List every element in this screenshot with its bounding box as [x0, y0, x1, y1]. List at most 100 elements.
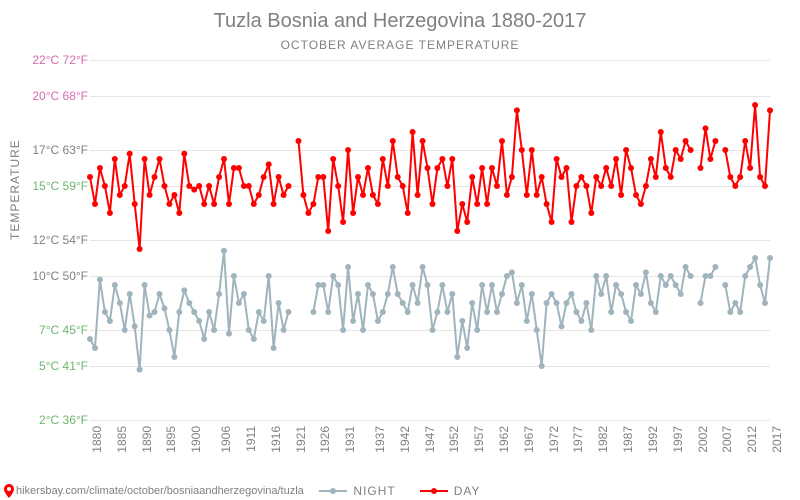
x-tick-label: 2017 [770, 426, 784, 453]
day-marker [112, 156, 118, 162]
legend-label: NIGHT [353, 484, 395, 498]
night-marker [638, 291, 644, 297]
x-tick-label: 1890 [140, 426, 154, 453]
night-marker [752, 255, 758, 261]
night-marker [434, 309, 440, 315]
night-marker [405, 309, 411, 315]
day-marker [345, 147, 351, 153]
night-marker [628, 318, 634, 324]
day-marker [469, 174, 475, 180]
night-marker [157, 291, 163, 297]
day-marker [643, 183, 649, 189]
day-marker [147, 192, 153, 198]
day-marker [325, 228, 331, 234]
day-marker [727, 174, 733, 180]
day-marker [588, 210, 594, 216]
x-tick-label: 1880 [90, 426, 104, 453]
day-marker [251, 201, 257, 207]
y-tick-label: 10°C 50°F [10, 270, 88, 282]
day-marker [142, 156, 148, 162]
night-marker [395, 291, 401, 297]
day-marker [737, 174, 743, 180]
day-marker [430, 201, 436, 207]
night-marker [350, 318, 356, 324]
night-marker [117, 300, 123, 306]
day-marker [276, 174, 282, 180]
chart-lines [90, 60, 770, 420]
x-tick-label: 1987 [621, 426, 635, 453]
day-marker [618, 192, 624, 198]
day-marker [122, 183, 128, 189]
day-marker [544, 201, 550, 207]
night-line [701, 267, 716, 303]
day-marker [266, 161, 272, 167]
night-marker [663, 282, 669, 288]
legend-item: NIGHT [319, 484, 395, 498]
y-tick-label: 7°C 45°F [10, 324, 88, 336]
gridline [90, 420, 770, 421]
day-marker [370, 192, 376, 198]
night-marker [593, 273, 599, 279]
night-marker [236, 300, 242, 306]
night-marker [201, 336, 207, 342]
night-marker [166, 327, 172, 333]
day-marker [415, 192, 421, 198]
night-marker [539, 363, 545, 369]
night-marker [385, 291, 391, 297]
night-marker [529, 291, 535, 297]
night-marker [360, 327, 366, 333]
x-tick-label: 1916 [269, 426, 283, 453]
day-line [701, 128, 716, 168]
day-marker [296, 138, 302, 144]
day-line [90, 154, 289, 249]
day-marker [573, 183, 579, 189]
night-marker [420, 264, 426, 270]
night-marker [266, 273, 272, 279]
night-marker [335, 282, 341, 288]
night-marker [147, 313, 153, 319]
x-tick-label: 1962 [497, 426, 511, 453]
day-marker [479, 165, 485, 171]
day-marker [534, 192, 540, 198]
x-tick-label: 1911 [244, 426, 258, 452]
day-marker [340, 219, 346, 225]
day-marker [653, 174, 659, 180]
night-marker [246, 327, 252, 333]
day-marker [162, 183, 168, 189]
night-marker [588, 327, 594, 333]
night-marker [92, 345, 98, 351]
chart-title: Tuzla Bosnia and Herzegovina 1880-2017 [0, 10, 800, 33]
day-marker [484, 201, 490, 207]
day-marker [186, 183, 192, 189]
x-tick-label: 1957 [472, 426, 486, 453]
night-marker [340, 327, 346, 333]
day-marker [454, 228, 460, 234]
day-marker [157, 156, 163, 162]
day-marker [707, 156, 713, 162]
night-marker [112, 282, 118, 288]
night-line [313, 267, 690, 366]
day-marker [499, 138, 505, 144]
day-marker [375, 201, 381, 207]
night-marker [454, 354, 460, 360]
day-marker [569, 219, 575, 225]
night-marker [519, 282, 525, 288]
night-marker [608, 309, 614, 315]
night-marker [122, 327, 128, 333]
night-marker [688, 273, 694, 279]
night-marker [762, 300, 768, 306]
day-marker [628, 165, 634, 171]
night-marker [256, 309, 262, 315]
night-marker [623, 309, 629, 315]
day-line [725, 105, 770, 186]
legend-marker [330, 488, 336, 494]
day-marker [117, 192, 123, 198]
night-marker [668, 273, 674, 279]
x-tick-label: 1997 [671, 426, 685, 453]
night-marker [727, 309, 733, 315]
night-marker [504, 273, 510, 279]
day-marker [688, 147, 694, 153]
day-marker [554, 156, 560, 162]
night-marker [698, 300, 704, 306]
night-marker [375, 318, 381, 324]
